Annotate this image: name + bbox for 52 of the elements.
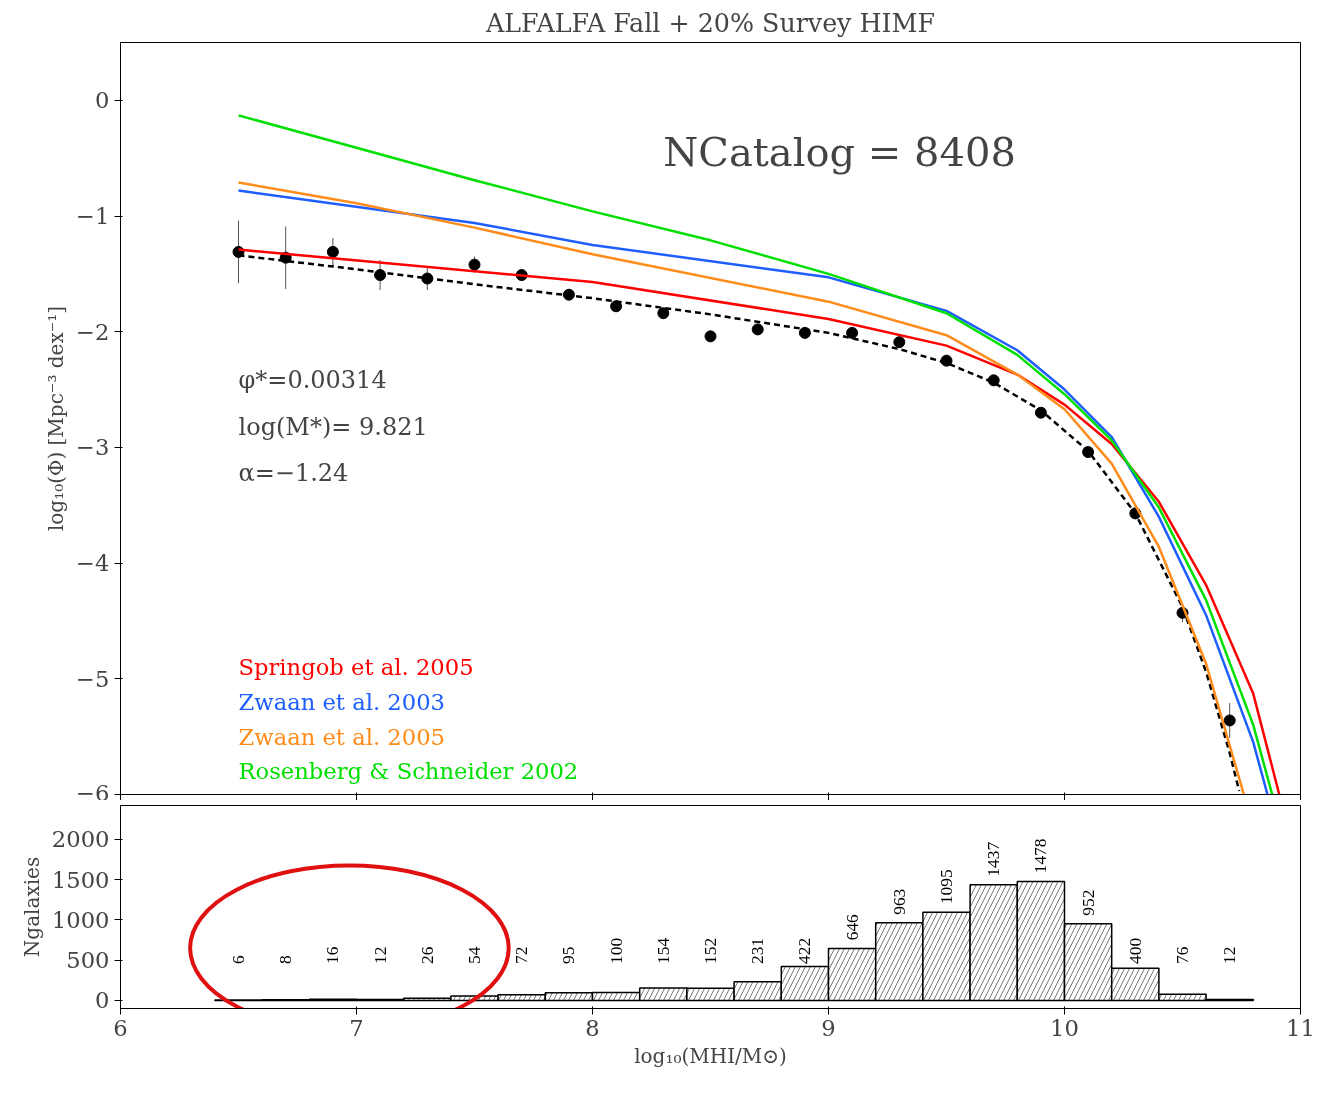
y-tick-label: 0 — [95, 987, 110, 1014]
data-label: 100 — [606, 937, 626, 964]
y-tick-label: −5 — [76, 665, 110, 692]
x-tick-label: 6 — [113, 1014, 128, 1041]
data-label: 422 — [795, 937, 815, 964]
data-label: 952 — [1078, 889, 1098, 916]
annotation: φ*=0.00314 — [238, 366, 387, 395]
data-label: 963 — [889, 888, 909, 915]
x-tick-label: 7 — [349, 1014, 364, 1041]
y-axis-title: Ngalaxies — [19, 856, 44, 958]
data-label: 1437 — [984, 841, 1004, 877]
data-label: 6 — [229, 954, 248, 964]
data-label: 646 — [842, 913, 862, 941]
x-axis-title: log₁₀(MHI/M⊙) — [634, 1043, 787, 1068]
y-tick-label: −2 — [76, 318, 110, 345]
x-tick-label: 11 — [1286, 1014, 1315, 1041]
y-tick-label: −3 — [76, 434, 110, 461]
data-label: 8 — [276, 955, 296, 964]
data-label: 95 — [559, 946, 579, 964]
y-tick-label: 500 — [66, 947, 110, 974]
text: Springob et al. 2005 — [238, 654, 474, 681]
y-tick-label: 2000 — [51, 826, 110, 853]
data-label: 26 — [417, 946, 437, 964]
x-tick-label: 9 — [821, 1014, 836, 1041]
y-tick-label: 0 — [95, 87, 110, 114]
annotation: NCatalog = 8408 — [663, 129, 1016, 176]
y-axis-title: log₁₀(Φ) [Mpc⁻³ dex⁻¹] — [44, 305, 69, 532]
data-label: 1478 — [1031, 838, 1051, 874]
data-label: 54 — [465, 946, 484, 964]
text: Zwaan et al. 2003 — [238, 688, 445, 715]
data-label: 154 — [653, 937, 673, 964]
data-label: 16 — [323, 946, 343, 964]
data-label: 72 — [512, 946, 532, 964]
data-label: 76 — [1173, 946, 1192, 964]
y-tick-label: −6 — [76, 779, 110, 806]
y-tick-label: 1500 — [51, 866, 110, 893]
data-label: 152 — [701, 937, 720, 964]
y-tick-label: −1 — [76, 203, 110, 230]
y-tick-label: −4 — [76, 550, 110, 577]
x-tick-label: 8 — [585, 1014, 600, 1041]
x-tick-label: 10 — [1050, 1014, 1079, 1041]
data-label: 12 — [1220, 946, 1240, 964]
annotation: α=−1.24 — [238, 458, 349, 487]
text: Zwaan et al. 2005 — [238, 723, 445, 750]
data-label: 400 — [1125, 937, 1145, 964]
text: Rosenberg & Schneider 2002 — [238, 758, 579, 785]
y-tick-label: 1000 — [51, 906, 110, 933]
chart-title: ALFALFA Fall + 20% Survey HIMF — [484, 7, 936, 38]
annotation: log(M*)= 9.821 — [238, 412, 428, 441]
data-label: 231 — [748, 937, 768, 964]
data-label: 1095 — [937, 869, 956, 905]
data-label: 12 — [370, 946, 390, 964]
